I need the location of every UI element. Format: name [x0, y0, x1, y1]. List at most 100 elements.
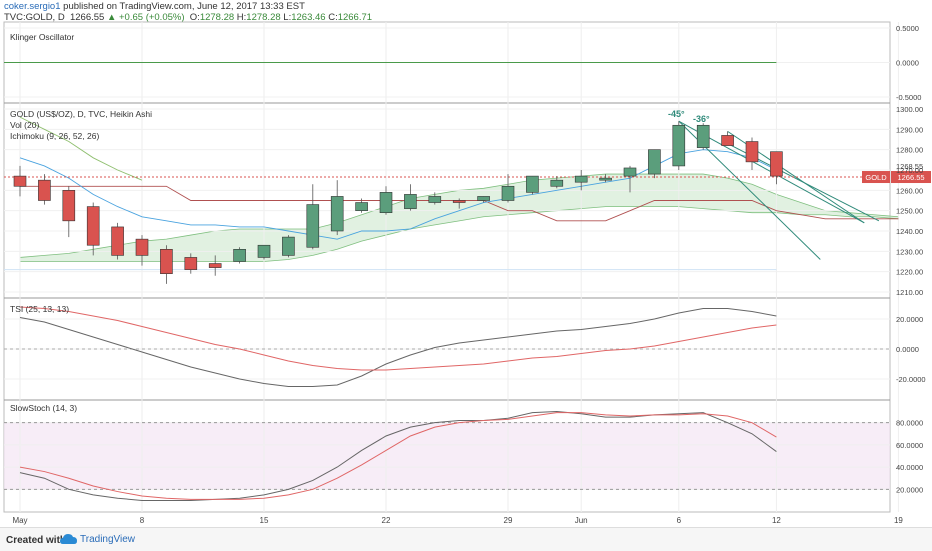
created-with-text: Created with: [6, 535, 67, 546]
ichimoku-legend: Ichimoku (9, 26, 52, 26): [10, 131, 99, 141]
y-tick-label: 1290.00: [896, 125, 923, 134]
symbol-label: TVC:GOLD, D: [4, 12, 65, 23]
x-tick-label: May: [12, 516, 27, 525]
x-tick-label: 6: [677, 516, 682, 525]
symbol-price-badge: [862, 171, 890, 184]
x-tick-label: Jun: [575, 516, 588, 525]
y-tick-label: 1220.00: [896, 268, 923, 277]
y-tick-label: -0.5000: [896, 93, 921, 102]
close-label: C:: [328, 12, 338, 23]
candle-body: [355, 202, 368, 211]
stoch-title: SlowStoch (14, 3): [10, 403, 77, 413]
last-price: 1266.55: [69, 12, 105, 23]
y-tick-label: 40.0000: [896, 463, 923, 472]
y-tick-label: 1280.00: [896, 146, 923, 155]
tsi-signal-line: [19, 306, 777, 371]
candle-body: [379, 192, 393, 214]
y-tick-label: 1240.00: [896, 227, 923, 236]
candle-body: [721, 135, 734, 146]
candle-body: [428, 196, 442, 203]
candle-body: [526, 175, 539, 193]
y-tick-label: 20.0000: [896, 485, 923, 494]
x-tick-label: 19: [894, 516, 903, 525]
x-tick-label: 29: [504, 516, 513, 525]
ichimoku-lagging-line: [19, 116, 143, 181]
y-tick-label: 0.5000: [896, 24, 919, 33]
candle-body: [574, 175, 588, 183]
candle-body: [550, 179, 564, 187]
low-value: 1263.46: [291, 12, 326, 23]
candle-body: [282, 236, 295, 256]
y-tick-label: 1270.00: [896, 166, 923, 175]
y-tick-label: 60.0000: [896, 441, 923, 450]
chart-area[interactable]: May 8 15 22 29 Jun 6 12 19 0.5000 0.0000 -0.5000 130…: [0, 0, 932, 527]
klinger-title: Klinger Oscillator: [10, 32, 74, 42]
high-value: 1278.28: [246, 12, 281, 23]
candle-body: [257, 244, 271, 258]
y-tick-label: 1300.00: [896, 105, 923, 114]
stoch-band-area: [4, 422, 890, 490]
chart-header: coker.sergio1 published on TradingView.c…: [0, 0, 932, 23]
candle-body: [452, 200, 466, 203]
y-tick-label: -20.0000: [896, 375, 926, 384]
angle-annotation: -36°: [693, 114, 710, 124]
candle-body: [184, 257, 198, 270]
footer-bar: Created with TradingView: [0, 527, 932, 551]
y-tick-label: 0.0000: [896, 345, 919, 354]
candle-body: [86, 206, 100, 246]
high-label: H:: [236, 12, 247, 23]
tradingview-cloud-icon: [60, 534, 77, 544]
candle-body: [770, 151, 783, 177]
symbol-badge-label: GOLD: [865, 173, 887, 182]
stoch-d-line: [19, 412, 777, 500]
close-value: 1266.71: [337, 12, 373, 23]
tsi-title: TSI (25, 13, 13): [10, 304, 69, 314]
candle-body: [111, 226, 124, 256]
last-value-label: 1268.55: [896, 162, 923, 171]
candle-body: [696, 124, 710, 148]
candle-body: [501, 185, 515, 201]
price-title: GOLD (US$/OZ), D, TVC, Heikin Ashi: [10, 109, 152, 119]
y-tick-label: 20.0000: [896, 315, 923, 324]
x-tick-label: 12: [772, 516, 781, 525]
x-tick-label: 22: [382, 516, 391, 525]
y-tick-label: 0.0000: [896, 59, 919, 68]
candle-body: [477, 196, 490, 201]
candle-body: [160, 249, 173, 275]
x-tick-label: 15: [260, 516, 269, 525]
candle-body: [38, 179, 51, 201]
candle-body: [745, 141, 759, 163]
candle-body: [648, 149, 661, 175]
candle-body: [672, 124, 686, 167]
volume-legend: Vol (20): [10, 120, 39, 130]
low-label: L:: [283, 12, 292, 23]
y-tick-label: 1210.00: [896, 288, 923, 297]
candle-body: [306, 204, 320, 248]
y-tick-label: 1230.00: [896, 247, 923, 256]
candle-body: [135, 238, 149, 256]
y-tick-label: 1250.00: [896, 207, 923, 216]
candle-body: [208, 263, 222, 268]
price-axis-badge: [891, 171, 931, 184]
price-change: ▲ +0.65 (+0.05%): [106, 12, 185, 23]
candle-body: [13, 175, 27, 187]
author-link[interactable]: coker.sergio1: [4, 1, 61, 12]
open-value: 1278.28: [199, 12, 235, 23]
published-text: published on TradingView.com, June 12, 2…: [60, 1, 305, 12]
candle-body: [233, 249, 246, 262]
candle-body: [623, 167, 637, 177]
candle-body: [599, 177, 612, 181]
x-tick-label: 8: [140, 516, 145, 525]
candle-body: [62, 190, 76, 222]
tsi-line: [19, 308, 777, 387]
price-axis-value: 1266.55: [897, 173, 924, 182]
tradingview-brand-link[interactable]: TradingView: [80, 534, 136, 545]
y-tick-label: 80.0000: [896, 419, 923, 428]
angle-annotation: -45°: [668, 109, 685, 119]
candle-body: [330, 196, 344, 232]
candle-body: [404, 194, 417, 209]
ohlc-line: TVC:GOLD, D 1266.55 ▲ +0.65 (+0.05%) O:1…: [4, 12, 372, 23]
open-label: O:: [189, 12, 200, 23]
publish-line: coker.sergio1 published on TradingView.c…: [4, 1, 305, 12]
y-tick-label: 1260.00: [896, 186, 923, 195]
